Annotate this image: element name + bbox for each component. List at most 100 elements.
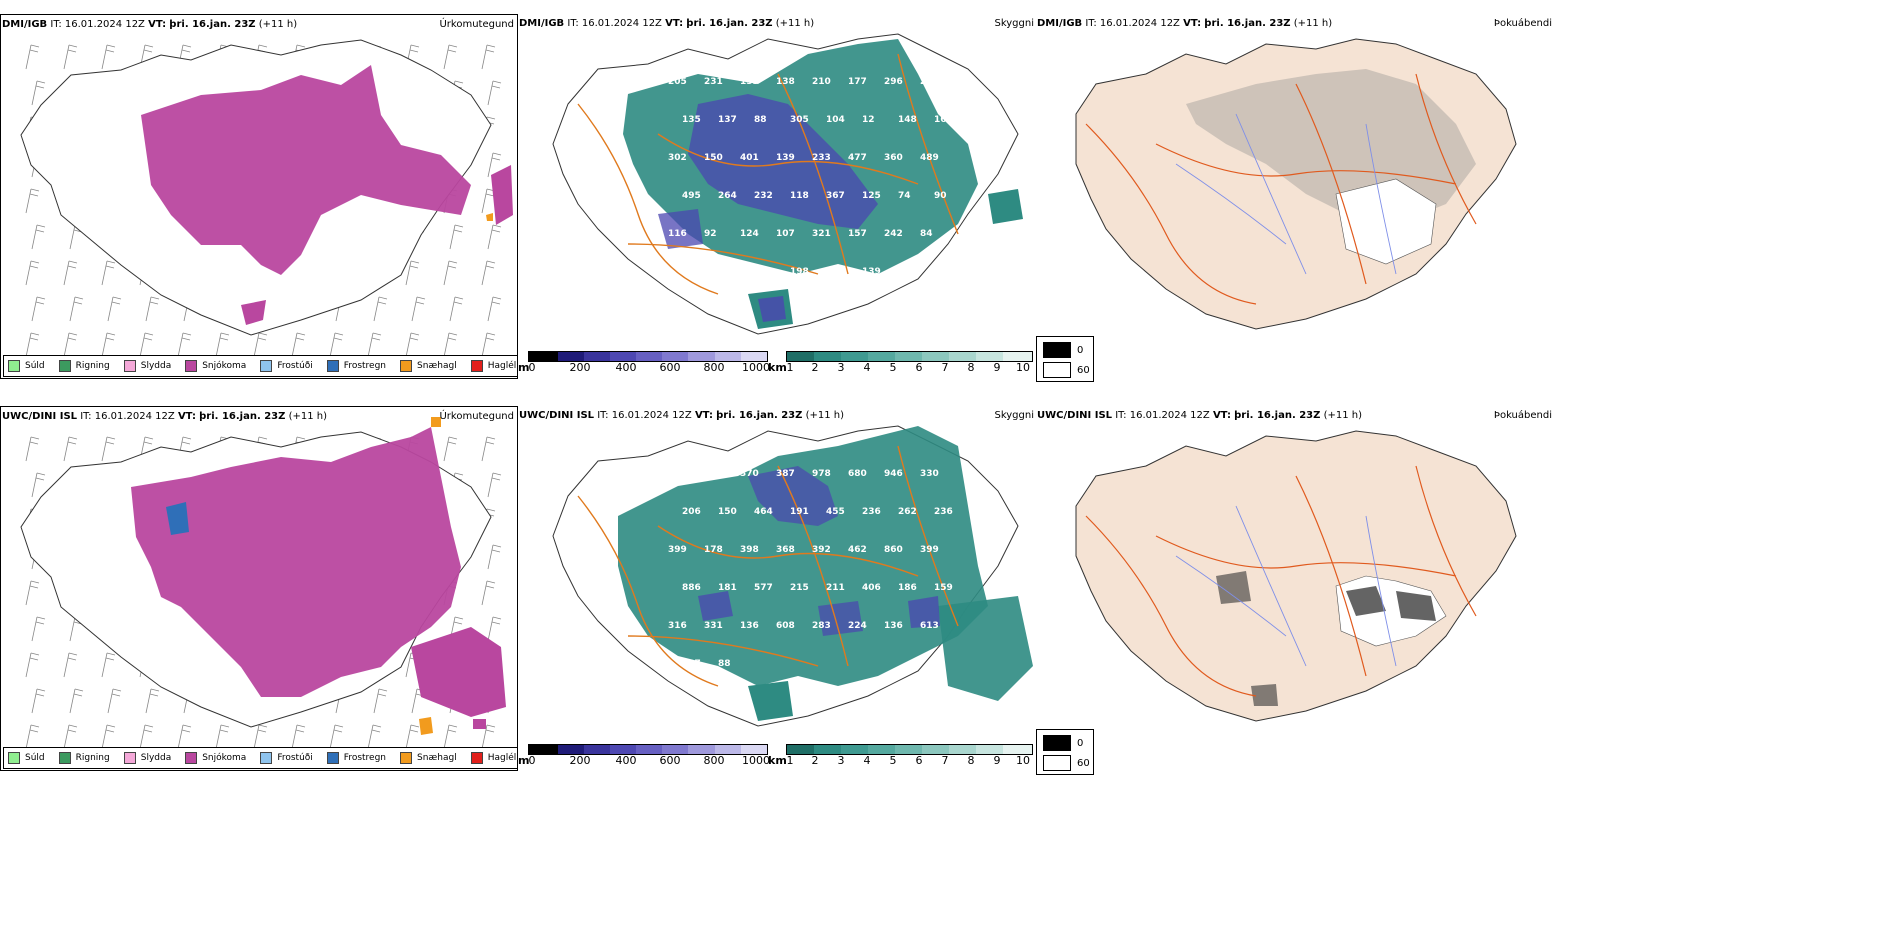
road-network — [1085, 73, 1477, 305]
road-network — [1085, 465, 1477, 697]
legend-item: Snæhagl — [400, 360, 457, 372]
legend-swatch — [470, 752, 483, 764]
elevation-unit: m — [518, 361, 530, 374]
visibility-map-bottom: 289 339 370 387 978 680 946 330 206 150 464 191 455 2… — [552, 425, 1033, 727]
legend-item: Frostúði — [260, 752, 313, 764]
visibility-label: 978 — [812, 469, 831, 479]
visibility-label: 63 — [682, 267, 695, 277]
wind-barb — [443, 260, 458, 286]
wind-barb — [139, 332, 154, 358]
wind-barb — [25, 332, 40, 358]
wind-barb — [69, 296, 84, 322]
visibility-label: 150 — [718, 507, 737, 517]
legend-swatch — [185, 360, 198, 372]
wind-barb — [373, 296, 388, 322]
cloud-legend-item: 60 — [1043, 362, 1090, 378]
visibility-label: 296 — [884, 77, 903, 87]
precip-title: Úrkomutegund — [439, 411, 514, 422]
wind-barb — [25, 580, 40, 606]
legend-swatch — [8, 360, 20, 372]
wind-barb — [215, 724, 230, 750]
precip-legend: Súld Rigning Slydda Snjókoma Frostúði Fr… — [3, 747, 517, 769]
legend-item: Snæhagl — [400, 752, 457, 764]
it-label: IT: — [50, 19, 62, 30]
cloud-title: Þokuábendi — [1493, 410, 1552, 421]
wind-barb — [291, 724, 306, 750]
visibility-label: 339 — [704, 469, 723, 479]
legend-item: Frostregn — [326, 752, 386, 764]
visibility-label: 399 — [668, 545, 687, 555]
cloud-legend-bottom: 0 60 — [1036, 729, 1094, 775]
visibility-label: 88 — [718, 659, 731, 669]
wind-barb — [63, 332, 78, 358]
visibility-label: 124 — [740, 229, 759, 239]
visibility-label: 152 — [668, 305, 687, 315]
wind-barb — [291, 332, 306, 358]
visibility-label: 392 — [812, 545, 831, 555]
wind-barb — [329, 332, 344, 358]
wind-barb — [31, 472, 46, 498]
wind-barb — [481, 44, 496, 70]
wind-barb — [63, 44, 78, 70]
visibility-label: 455 — [826, 507, 845, 517]
visibility-bar — [786, 744, 1033, 755]
wind-barb — [405, 724, 420, 750]
legend-swatch — [123, 752, 136, 764]
wind-barb — [215, 332, 230, 358]
vt-value: þri. 16.jan. 23Z — [169, 19, 256, 30]
visibility-label: 211 — [826, 583, 845, 593]
wind-barb — [25, 652, 40, 678]
precip-legend: Súld Rigning Slydda Snjókoma Frostúði Fr… — [3, 355, 517, 377]
visibility-label: 368 — [776, 545, 795, 555]
visibility-label: 316 — [668, 621, 687, 631]
wind-barb — [449, 296, 464, 322]
visibility-label: 135 — [682, 115, 701, 125]
wind-barb — [481, 260, 496, 286]
visibility-panel-bottom: 289 339 370 387 978 680 946 330 206 150 464 191 455 2… — [518, 406, 1038, 746]
cloud-shading — [1346, 586, 1436, 621]
visibility-label: 107 — [776, 229, 795, 239]
legend-item: Haglél — [470, 360, 516, 372]
model-name: DMI/IGB — [2, 19, 48, 30]
legend-item: Frostregn — [326, 360, 386, 372]
visibility-label: 116 — [668, 229, 687, 239]
fog-area — [618, 426, 988, 686]
wind-barb — [25, 724, 40, 750]
wind-barb — [25, 188, 40, 214]
cloud-map-top — [1075, 38, 1517, 330]
visibility-label: 127 — [826, 267, 845, 277]
legend-swatch — [185, 752, 198, 764]
cloud-panel-bottom: UWC/DINI ISL IT: 16.01.2024 12Z VT: þri.… — [1036, 406, 1556, 726]
wind-barb — [253, 724, 268, 750]
wind-barb — [101, 332, 116, 358]
visibility-label: 117 — [682, 659, 701, 669]
wind-barb — [31, 224, 46, 250]
wind-barb — [177, 724, 192, 750]
visibility-label: 104 — [826, 115, 845, 125]
visibility-label: 118 — [790, 191, 809, 201]
visibility-label: 89 — [704, 305, 717, 315]
visibility-label: 178 — [704, 545, 723, 555]
wind-barb — [101, 724, 116, 750]
visibility-label: 74 — [898, 191, 911, 201]
iceland-outline — [1075, 38, 1517, 330]
precip-panel-bottom: UWC/DINI ISL IT: 16.01.2024 12Z VT: þri.… — [0, 406, 518, 771]
visibility-label: 160 — [718, 267, 737, 277]
vt-label: VT: — [148, 19, 167, 30]
visibility-label: 148 — [898, 115, 917, 125]
visibility-label: 236 — [934, 507, 953, 517]
legend-swatch — [123, 360, 136, 372]
legend-swatch — [58, 360, 71, 372]
visibility-label: 608 — [776, 621, 795, 631]
wind-barb — [367, 724, 382, 750]
wind-barb — [329, 724, 344, 750]
cloud-legend-item: 60 — [1043, 755, 1090, 771]
visibility-label: 946 — [884, 469, 903, 479]
wind-barb — [481, 580, 496, 606]
wind-barb — [177, 332, 192, 358]
visibility-label: 289 — [668, 469, 687, 479]
visibility-label: 302 — [668, 153, 687, 163]
wind-barb — [373, 688, 388, 714]
cloud-map-bottom — [1075, 430, 1517, 722]
legend-item: Haglél — [470, 752, 516, 764]
